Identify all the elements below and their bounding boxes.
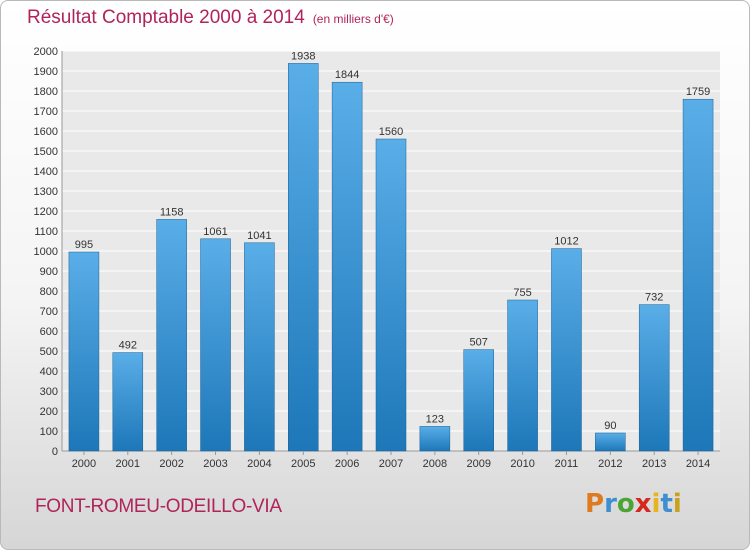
x-tick-label: 2005 (291, 458, 315, 470)
y-tick-label: 2000 (34, 46, 58, 58)
y-tick-label: 100 (40, 426, 58, 438)
bar-value-label: 1938 (291, 50, 315, 62)
y-tick-label: 800 (40, 286, 58, 298)
bar-value-label: 1158 (160, 206, 184, 218)
y-tick-label: 200 (40, 406, 58, 418)
y-tick-label: 1400 (34, 166, 58, 178)
bar-value-label: 1012 (554, 236, 578, 248)
bar (375, 138, 407, 452)
y-tick-label: 1200 (34, 206, 58, 218)
bar (463, 349, 494, 452)
bar (638, 304, 670, 452)
bar-value-label: 1061 (203, 226, 227, 238)
y-tick-label: 1500 (34, 146, 58, 158)
bar-value-label: 1844 (335, 69, 359, 81)
chart-title: Résultat Comptable 2000 à 2014 (en millie… (27, 7, 394, 29)
x-tick-label: 2014 (686, 458, 710, 470)
bar-value-label: 492 (119, 340, 137, 352)
x-tick-label: 2002 (159, 458, 183, 470)
bar-value-label: 995 (75, 239, 93, 251)
place-name: FONT-ROMEU-ODEILLO-VIA (35, 496, 282, 517)
x-tick-label: 2006 (335, 458, 359, 470)
proxiti-logo: Proxiti (585, 489, 682, 519)
logo-letter: t (660, 489, 673, 519)
x-tick-label: 2007 (379, 458, 403, 470)
y-tick-label: 1100 (34, 226, 58, 238)
bar-value-label: 1759 (686, 86, 710, 98)
y-tick-label: 900 (40, 266, 58, 278)
x-tick-label: 2004 (247, 458, 271, 470)
logo-letter: r (604, 489, 617, 519)
y-tick-label: 0 (52, 446, 58, 458)
x-tick-label: 2003 (203, 458, 227, 470)
y-tick-label: 1600 (34, 126, 58, 138)
bar (551, 248, 582, 452)
y-tick-label: 1000 (34, 246, 58, 258)
chart-subtitle: (en milliers d'€) (312, 12, 394, 26)
bar (331, 81, 363, 452)
y-tick-label: 1300 (34, 186, 58, 198)
bar-value-label: 1560 (379, 126, 403, 138)
y-tick-label: 1800 (34, 86, 58, 98)
logo-letter: o (616, 489, 635, 519)
x-tick-label: 2008 (423, 458, 447, 470)
bar-value-label: 507 (470, 337, 488, 349)
title-text: Résultat Comptable 2000 à 2014 (27, 7, 305, 28)
bar-value-label: 755 (513, 287, 531, 299)
bar (682, 98, 714, 452)
y-tick-label: 600 (40, 326, 58, 338)
bar-value-label: 123 (426, 413, 444, 425)
bar (507, 299, 538, 452)
bar (288, 63, 319, 452)
y-tick-label: 1900 (34, 66, 58, 78)
x-tick-label: 2010 (510, 458, 534, 470)
bar-value-label: 1041 (247, 230, 271, 242)
x-tick-label: 2011 (555, 458, 579, 470)
bar-value-label: 732 (645, 292, 663, 304)
bar (156, 219, 187, 452)
bar (112, 352, 144, 452)
y-tick-label: 300 (40, 386, 58, 398)
y-tick-label: 400 (40, 366, 58, 378)
logo-letter: i (651, 489, 661, 519)
logo-letter: P (585, 489, 605, 519)
y-tick-label: 500 (40, 346, 58, 358)
y-tick-label: 700 (40, 306, 58, 318)
bar (200, 238, 231, 452)
logo-letter: i (672, 489, 682, 519)
bar (244, 242, 275, 452)
bar (419, 426, 451, 452)
logo-letter: x (634, 489, 652, 519)
bar (595, 432, 626, 452)
bar (68, 251, 100, 452)
x-tick-label: 2009 (466, 458, 490, 470)
x-tick-label: 2000 (72, 458, 96, 470)
x-tick-label: 2012 (598, 458, 622, 470)
bar-value-label: 90 (604, 420, 616, 432)
x-tick-label: 2013 (642, 458, 666, 470)
x-tick-label: 2001 (116, 458, 140, 470)
y-tick-label: 1700 (34, 106, 58, 118)
